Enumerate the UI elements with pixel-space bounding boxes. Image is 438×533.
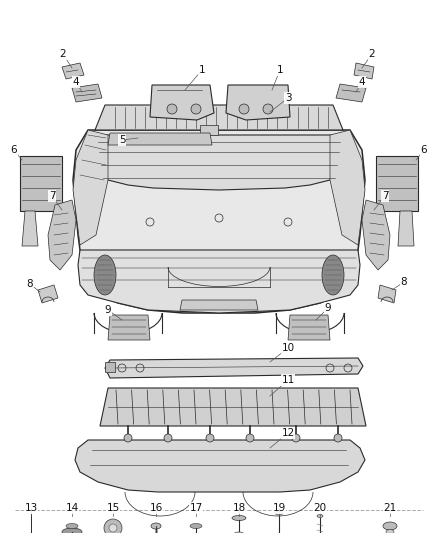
Polygon shape — [78, 250, 360, 313]
Polygon shape — [22, 211, 38, 246]
Text: 21: 21 — [383, 503, 397, 513]
Text: 7: 7 — [381, 191, 389, 201]
Circle shape — [263, 104, 273, 114]
Polygon shape — [378, 285, 396, 303]
Text: 8: 8 — [401, 277, 407, 287]
Polygon shape — [376, 156, 418, 211]
Circle shape — [164, 434, 172, 442]
Polygon shape — [226, 85, 290, 120]
Circle shape — [109, 524, 117, 532]
Text: 6: 6 — [420, 145, 427, 155]
Polygon shape — [108, 133, 212, 145]
Ellipse shape — [322, 255, 344, 295]
Polygon shape — [180, 300, 258, 310]
Polygon shape — [62, 63, 84, 79]
Ellipse shape — [386, 529, 394, 533]
Polygon shape — [105, 362, 115, 372]
Polygon shape — [330, 130, 365, 245]
Ellipse shape — [66, 523, 78, 529]
Text: 15: 15 — [106, 503, 120, 513]
Polygon shape — [96, 135, 342, 190]
Text: 18: 18 — [233, 503, 246, 513]
Text: 1: 1 — [199, 65, 205, 75]
Circle shape — [191, 104, 201, 114]
Polygon shape — [100, 388, 366, 426]
Text: 19: 19 — [272, 503, 286, 513]
Text: 7: 7 — [49, 191, 55, 201]
Polygon shape — [200, 125, 218, 135]
Polygon shape — [150, 85, 214, 120]
Text: 14: 14 — [65, 503, 79, 513]
Text: 17: 17 — [189, 503, 203, 513]
Text: 12: 12 — [281, 428, 295, 438]
Ellipse shape — [234, 532, 244, 533]
Text: 9: 9 — [105, 305, 111, 315]
Text: 1: 1 — [277, 65, 283, 75]
Text: 10: 10 — [282, 343, 295, 353]
Polygon shape — [75, 440, 365, 492]
Text: 16: 16 — [149, 503, 162, 513]
Ellipse shape — [317, 514, 323, 518]
Polygon shape — [20, 156, 62, 211]
Circle shape — [167, 104, 177, 114]
Text: 9: 9 — [325, 303, 331, 313]
Polygon shape — [336, 84, 366, 102]
Text: 11: 11 — [281, 375, 295, 385]
Ellipse shape — [94, 255, 116, 295]
Polygon shape — [362, 200, 390, 270]
Ellipse shape — [62, 528, 82, 533]
Text: 4: 4 — [359, 77, 365, 87]
Ellipse shape — [232, 515, 246, 521]
Polygon shape — [48, 200, 76, 270]
Text: 2: 2 — [369, 49, 375, 59]
Text: 20: 20 — [314, 503, 327, 513]
Ellipse shape — [383, 522, 397, 530]
Polygon shape — [72, 84, 102, 102]
Polygon shape — [95, 105, 343, 130]
Polygon shape — [288, 315, 330, 340]
Circle shape — [246, 434, 254, 442]
Circle shape — [239, 104, 249, 114]
Circle shape — [334, 434, 342, 442]
Polygon shape — [38, 285, 58, 303]
Polygon shape — [73, 130, 365, 313]
Ellipse shape — [275, 511, 283, 515]
Ellipse shape — [190, 523, 202, 529]
Polygon shape — [398, 211, 414, 246]
Text: 6: 6 — [11, 145, 18, 155]
Text: 5: 5 — [119, 135, 125, 145]
Text: 4: 4 — [73, 77, 79, 87]
Polygon shape — [108, 315, 150, 340]
Circle shape — [124, 434, 132, 442]
Polygon shape — [105, 358, 363, 378]
Text: 13: 13 — [25, 503, 38, 513]
Circle shape — [104, 519, 122, 533]
Circle shape — [206, 434, 214, 442]
Text: 8: 8 — [27, 279, 33, 289]
Polygon shape — [354, 63, 374, 79]
Text: 3: 3 — [285, 93, 291, 103]
Text: 2: 2 — [60, 49, 66, 59]
Ellipse shape — [151, 523, 161, 529]
Polygon shape — [73, 130, 108, 245]
Circle shape — [292, 434, 300, 442]
